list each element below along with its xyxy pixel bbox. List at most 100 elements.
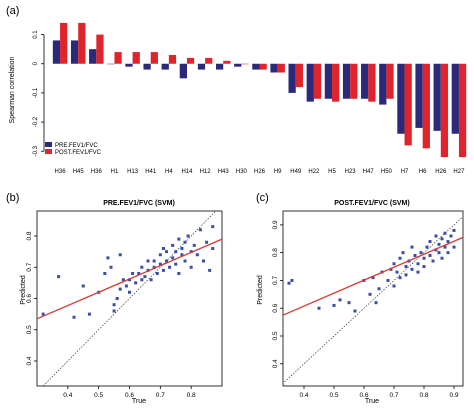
x-tick-label: H14 — [181, 169, 193, 175]
data-point — [41, 312, 45, 316]
data-point — [112, 303, 116, 307]
bar-pre — [451, 63, 459, 134]
data-point — [158, 253, 162, 257]
x-tick-label: H26 — [435, 169, 447, 175]
bar-pre — [215, 63, 224, 70]
bar-post — [205, 57, 213, 64]
bar-post — [386, 63, 394, 99]
legend-swatch-pre — [45, 142, 52, 147]
data-point — [440, 256, 444, 260]
bar-post — [223, 60, 231, 64]
y-tick-label: 0.7 — [26, 262, 33, 271]
identity-line — [283, 216, 463, 384]
data-point — [180, 253, 184, 257]
data-point — [186, 234, 190, 238]
x-tick-label: 0.7 — [156, 392, 165, 399]
bar-pre — [89, 49, 97, 64]
bar-pre — [433, 63, 441, 131]
data-point — [180, 247, 184, 250]
data-point — [140, 265, 144, 269]
legend-label-pre: PRE.FEV1/FVC — [55, 143, 98, 149]
data-point — [118, 253, 122, 257]
bar-pre — [270, 63, 278, 73]
data-point — [155, 272, 159, 275]
x-tick-label: 0.6 — [359, 392, 368, 399]
data-point — [452, 228, 456, 232]
data-point — [198, 228, 202, 232]
panel-c-x-axis-label: True — [365, 398, 379, 405]
bar-post — [350, 63, 358, 99]
fit-line — [283, 236, 463, 316]
data-point — [171, 243, 175, 247]
bar-post — [114, 52, 122, 64]
bar-post — [458, 63, 467, 158]
panel-a-y-axis-label: Spearman correlation — [9, 56, 16, 123]
x-tick-label: H36 — [91, 169, 103, 175]
data-point — [118, 287, 122, 291]
y-tick-label: 0.7 — [272, 276, 279, 285]
bar-pre — [397, 63, 405, 134]
data-point — [171, 256, 175, 260]
data-point — [152, 265, 156, 269]
x-tick-label: H7 — [401, 169, 409, 175]
bar-post — [78, 22, 86, 64]
data-point — [149, 278, 153, 282]
data-point — [410, 267, 414, 271]
data-point — [174, 262, 178, 266]
data-point — [177, 272, 181, 275]
y-tick-label: 0.8 — [26, 231, 33, 240]
data-point — [192, 243, 196, 247]
panel-b-x-axis-label: True — [132, 398, 146, 405]
x-tick-label: 0.8 — [419, 392, 428, 399]
x-tick-label: 0.9 — [449, 392, 458, 399]
data-point — [434, 234, 438, 238]
x-tick-label: H22 — [308, 169, 320, 175]
data-point — [386, 278, 390, 282]
data-point — [398, 276, 402, 280]
data-point — [128, 278, 131, 282]
data-point — [103, 272, 107, 275]
bar-post — [60, 22, 68, 64]
bar-pre — [324, 63, 333, 99]
data-point — [440, 237, 444, 241]
data-point — [332, 303, 336, 307]
data-point — [416, 262, 420, 266]
bar-post — [332, 63, 340, 102]
data-point — [165, 259, 168, 263]
panel-a-bars — [52, 22, 467, 158]
data-point — [368, 292, 372, 296]
bar-post — [422, 63, 430, 149]
data-point — [290, 278, 294, 282]
bar-pre — [52, 40, 61, 64]
data-point — [413, 253, 417, 257]
panel-b-scatter: (b) PRE.FEV1/FVC (SVM) True Predicted 0.… — [6, 192, 223, 405]
legend-label-post: POST.FEV1/FVC — [55, 150, 102, 156]
panel-c-scatter: (c) POST.FEV1/FVC (SVM) True Predicted 0… — [256, 192, 464, 405]
data-point — [189, 265, 193, 269]
bar-post — [168, 55, 177, 64]
bar-post — [96, 34, 104, 64]
x-tick-label: H12 — [200, 169, 212, 175]
data-point — [392, 284, 396, 288]
data-point — [389, 267, 393, 271]
data-point — [57, 275, 61, 279]
y-tick-label: 0.6 — [272, 303, 279, 312]
data-point — [195, 253, 199, 257]
y-tick-label: -0.1 — [33, 87, 39, 98]
panel-b-label: (b) — [6, 192, 19, 204]
data-point — [72, 315, 76, 319]
data-point — [452, 245, 456, 249]
bar-pre — [306, 63, 314, 102]
data-point — [422, 256, 426, 260]
x-tick-label: H5 — [328, 169, 336, 175]
panel-a-bar-chart: (a) Spearman correlation 0.1 0 -0.1 -0.2 -0.… — [6, 5, 467, 175]
data-point — [115, 297, 119, 300]
x-tick-label: H4 — [165, 169, 173, 175]
data-point — [425, 245, 429, 249]
data-point — [446, 251, 450, 255]
bar-pre — [179, 63, 187, 79]
data-point — [410, 245, 414, 249]
data-point — [189, 250, 193, 254]
x-tick-label: 0.7 — [389, 392, 398, 399]
data-point — [109, 265, 113, 269]
